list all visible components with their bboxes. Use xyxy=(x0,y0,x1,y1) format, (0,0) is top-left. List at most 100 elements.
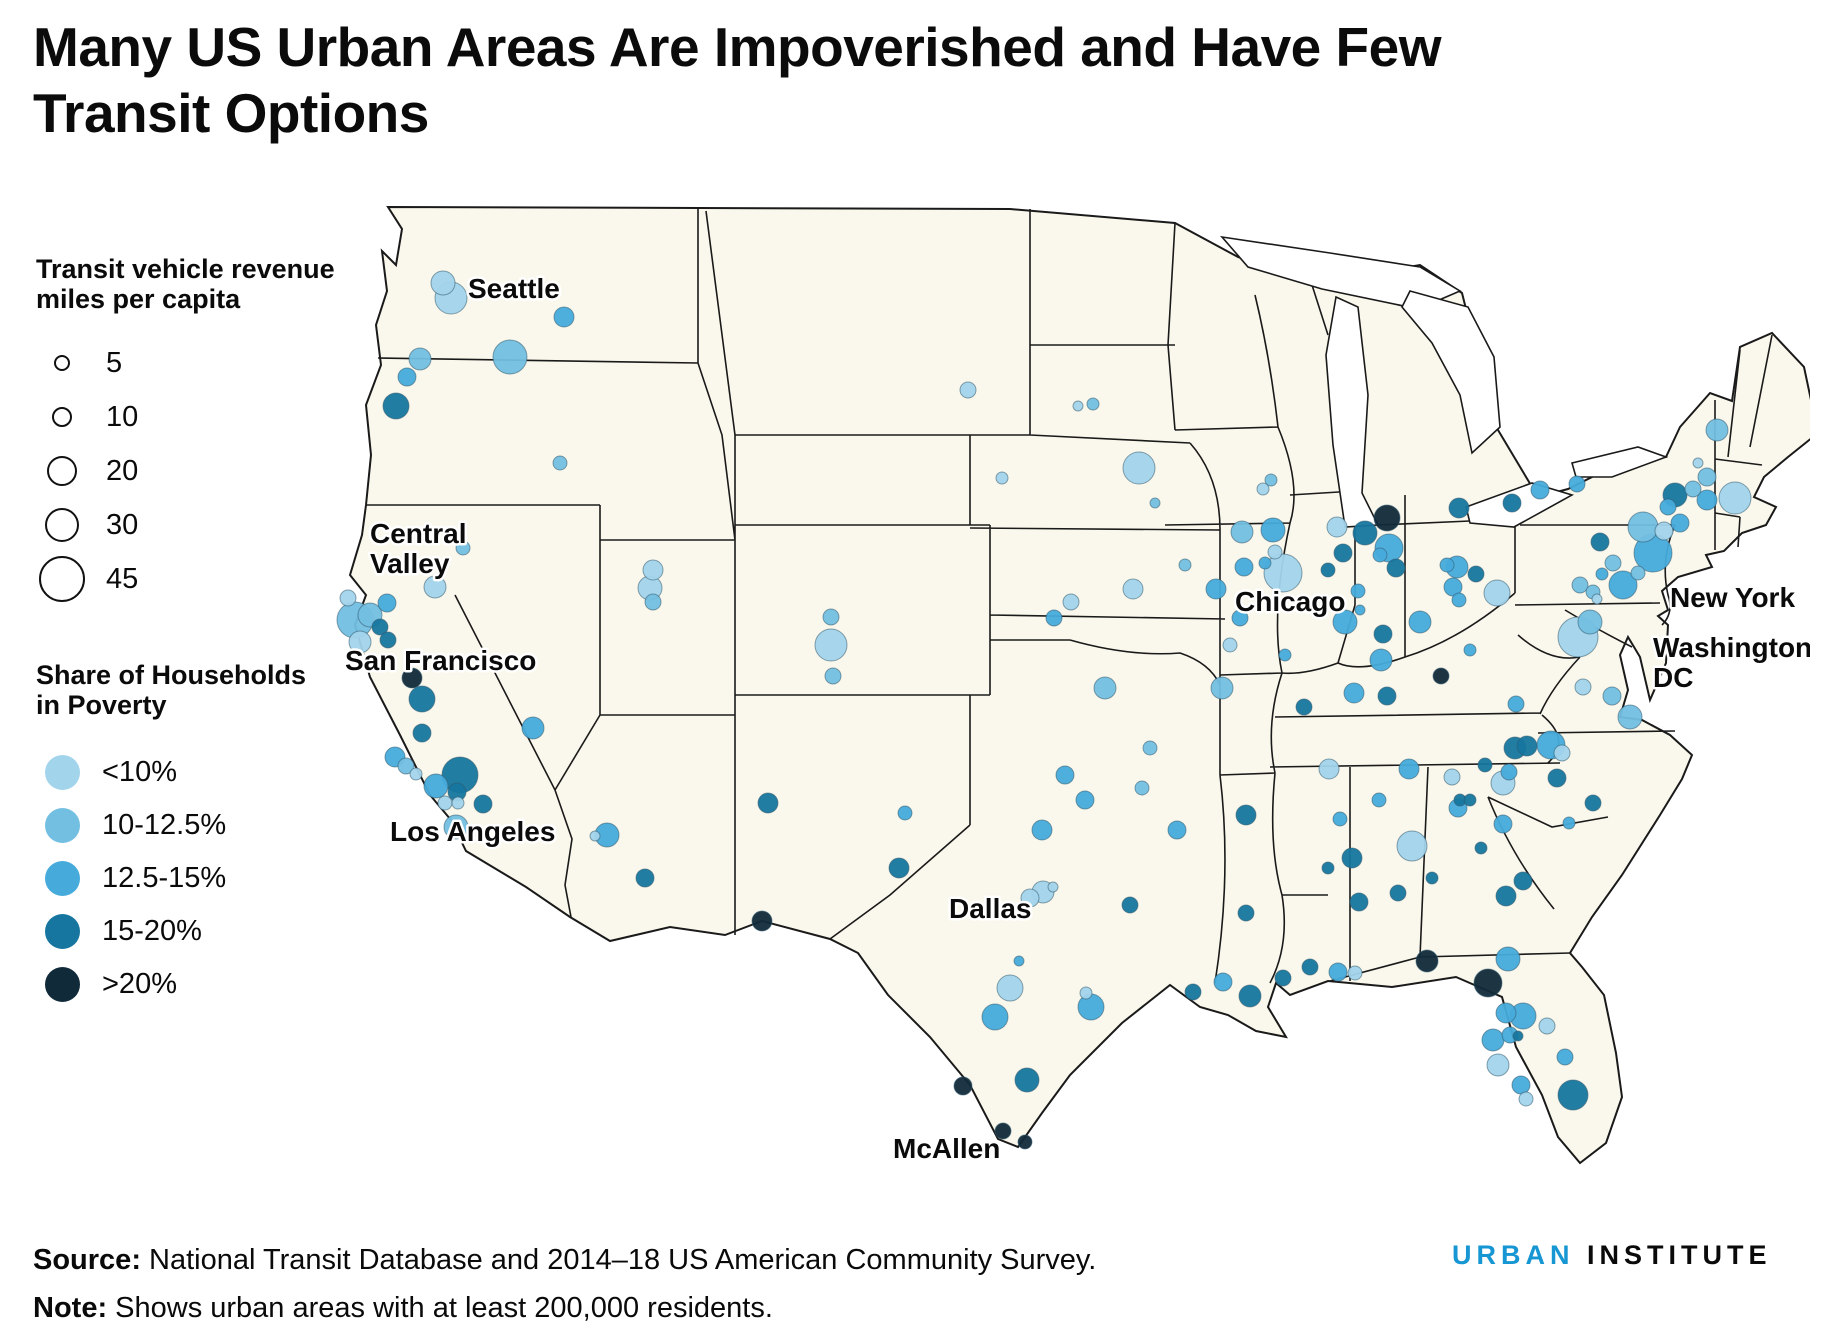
color-legend-title: Share of Households in Poverty xyxy=(36,660,336,720)
urban-area-bubble xyxy=(1235,804,1257,826)
urban-area-bubble xyxy=(1341,847,1363,869)
urban-area-bubble xyxy=(379,631,397,649)
urban-area-bubble xyxy=(1372,547,1388,563)
urban-area-bubble xyxy=(408,685,436,713)
urban-area-bubble xyxy=(1377,686,1397,706)
urban-area-bubble xyxy=(814,628,848,662)
note-label: Note: xyxy=(33,1292,108,1324)
urban-area-bubble xyxy=(1538,1017,1556,1035)
urban-area-bubble xyxy=(1122,578,1144,600)
urban-area-bubble xyxy=(1014,1067,1040,1093)
source-line: Source: National Transit Database and 20… xyxy=(33,1244,1097,1276)
urban-area-bubble xyxy=(1500,763,1518,781)
urban-area-bubble xyxy=(1692,457,1704,469)
urban-area-bubble xyxy=(1321,861,1335,875)
urban-area-bubble xyxy=(1463,793,1477,807)
urban-area-bubble xyxy=(1584,794,1602,812)
urban-area-bubble xyxy=(423,575,447,599)
urban-area-bubble xyxy=(1326,516,1348,538)
urban-area-bubble xyxy=(1013,955,1025,967)
urban-area-bubble xyxy=(1062,593,1080,611)
urban-area-bubble xyxy=(1328,962,1348,982)
urban-area-bubble xyxy=(1079,986,1093,1000)
size-circle-icon xyxy=(39,556,85,603)
size-legend-rows: 5 10 20 30 45 xyxy=(36,336,336,606)
urban-area-bubble xyxy=(382,392,410,420)
urban-area-bubble xyxy=(1238,984,1262,1008)
size-legend-title-line1: Transit vehicle revenue xyxy=(36,254,335,284)
urban-area-bubble xyxy=(1591,593,1603,605)
urban-area-bubble xyxy=(1577,609,1603,635)
urban-area-bubble xyxy=(1122,451,1156,485)
color-legend-title-line1: Share of Households xyxy=(36,660,307,690)
urban-area-bubble xyxy=(1439,557,1455,573)
urban-area-bubble xyxy=(371,618,389,636)
logo-word-institute: INSTITUTE xyxy=(1587,1240,1772,1270)
logo-word-urban: URBAN xyxy=(1452,1240,1575,1270)
city-label: Chicago xyxy=(1235,586,1345,617)
urban-area-bubble xyxy=(1630,565,1646,581)
urban-area-bubble xyxy=(1389,884,1407,902)
urban-area-bubble xyxy=(1448,497,1470,519)
urban-area-bubble xyxy=(1495,946,1521,972)
urban-area-bubble xyxy=(1574,678,1592,696)
urban-area-bubble xyxy=(377,593,397,613)
size-legend-item: 10 xyxy=(36,390,336,444)
source-note: Source: National Transit Database and 20… xyxy=(33,1236,1353,1332)
size-circle-icon xyxy=(47,456,77,487)
city-label: San Francisco xyxy=(345,645,536,676)
urban-area-bubble xyxy=(1354,604,1366,616)
urban-area-bubble xyxy=(1557,1079,1589,1111)
city-label: New York xyxy=(1670,582,1795,613)
size-legend-item: 30 xyxy=(36,498,336,552)
urban-area-bubble xyxy=(996,974,1024,1002)
urban-area-bubble xyxy=(1571,576,1589,594)
urban-area-bubble xyxy=(888,857,910,879)
urban-area-bubble xyxy=(1184,983,1202,1001)
color-legend-item: 12.5-15% xyxy=(36,852,336,905)
urban-area-bubble xyxy=(1493,814,1513,834)
source-label: Source: xyxy=(33,1244,141,1276)
urban-area-bubble xyxy=(981,1003,1009,1031)
urban-area-bubble xyxy=(1055,765,1075,785)
urban-area-bubble xyxy=(397,367,417,387)
urban-area-bubble xyxy=(1513,871,1533,891)
urban-area-bubble xyxy=(1415,949,1439,973)
urban-area-bubble xyxy=(1260,517,1286,543)
urban-area-bubble xyxy=(822,608,840,626)
size-legend: Transit vehicle revenue miles per capita… xyxy=(36,254,336,606)
urban-area-bubble xyxy=(553,306,575,328)
urban-area-bubble xyxy=(1373,624,1393,644)
urban-area-bubble xyxy=(1684,480,1702,498)
urban-area-bubble xyxy=(1627,511,1659,543)
urban-area-bubble xyxy=(437,795,453,811)
urban-area-bubble xyxy=(1530,480,1550,500)
urban-area-bubble xyxy=(1718,481,1752,515)
urban-area-bubble xyxy=(589,830,601,842)
urban-area-bubble xyxy=(1149,497,1161,509)
urban-area-bubble xyxy=(1020,888,1040,908)
urban-area-bubble xyxy=(1590,532,1610,552)
urban-area-bubble xyxy=(1697,467,1717,487)
city-label: Seattle xyxy=(468,273,560,304)
urban-area-bubble xyxy=(1318,758,1340,780)
urban-area-bubble xyxy=(1045,609,1063,627)
urban-area-bubble xyxy=(1274,969,1292,987)
urban-area-bubble xyxy=(1167,820,1187,840)
urban-area-bubble xyxy=(1205,578,1227,600)
note-line: Note: Shows urban areas with at least 20… xyxy=(33,1292,773,1324)
urban-area-bubble xyxy=(397,757,415,775)
urban-area-bubble xyxy=(1301,958,1319,976)
urban-area-bubble xyxy=(1477,757,1493,773)
color-legend-item: 10-12.5% xyxy=(36,799,336,852)
urban-area-bubble xyxy=(1093,676,1117,700)
urban-area-bubble xyxy=(1595,567,1609,581)
urban-area-bubble xyxy=(1654,521,1674,541)
urban-area-bubble xyxy=(1237,904,1255,922)
urban-area-bubble xyxy=(409,767,423,781)
urban-area-bubble xyxy=(1467,565,1485,583)
urban-area-bubble xyxy=(408,347,432,371)
size-circle-icon xyxy=(52,407,72,428)
urban-area-bubble xyxy=(1350,583,1366,599)
color-legend-item: <10% xyxy=(36,746,336,799)
